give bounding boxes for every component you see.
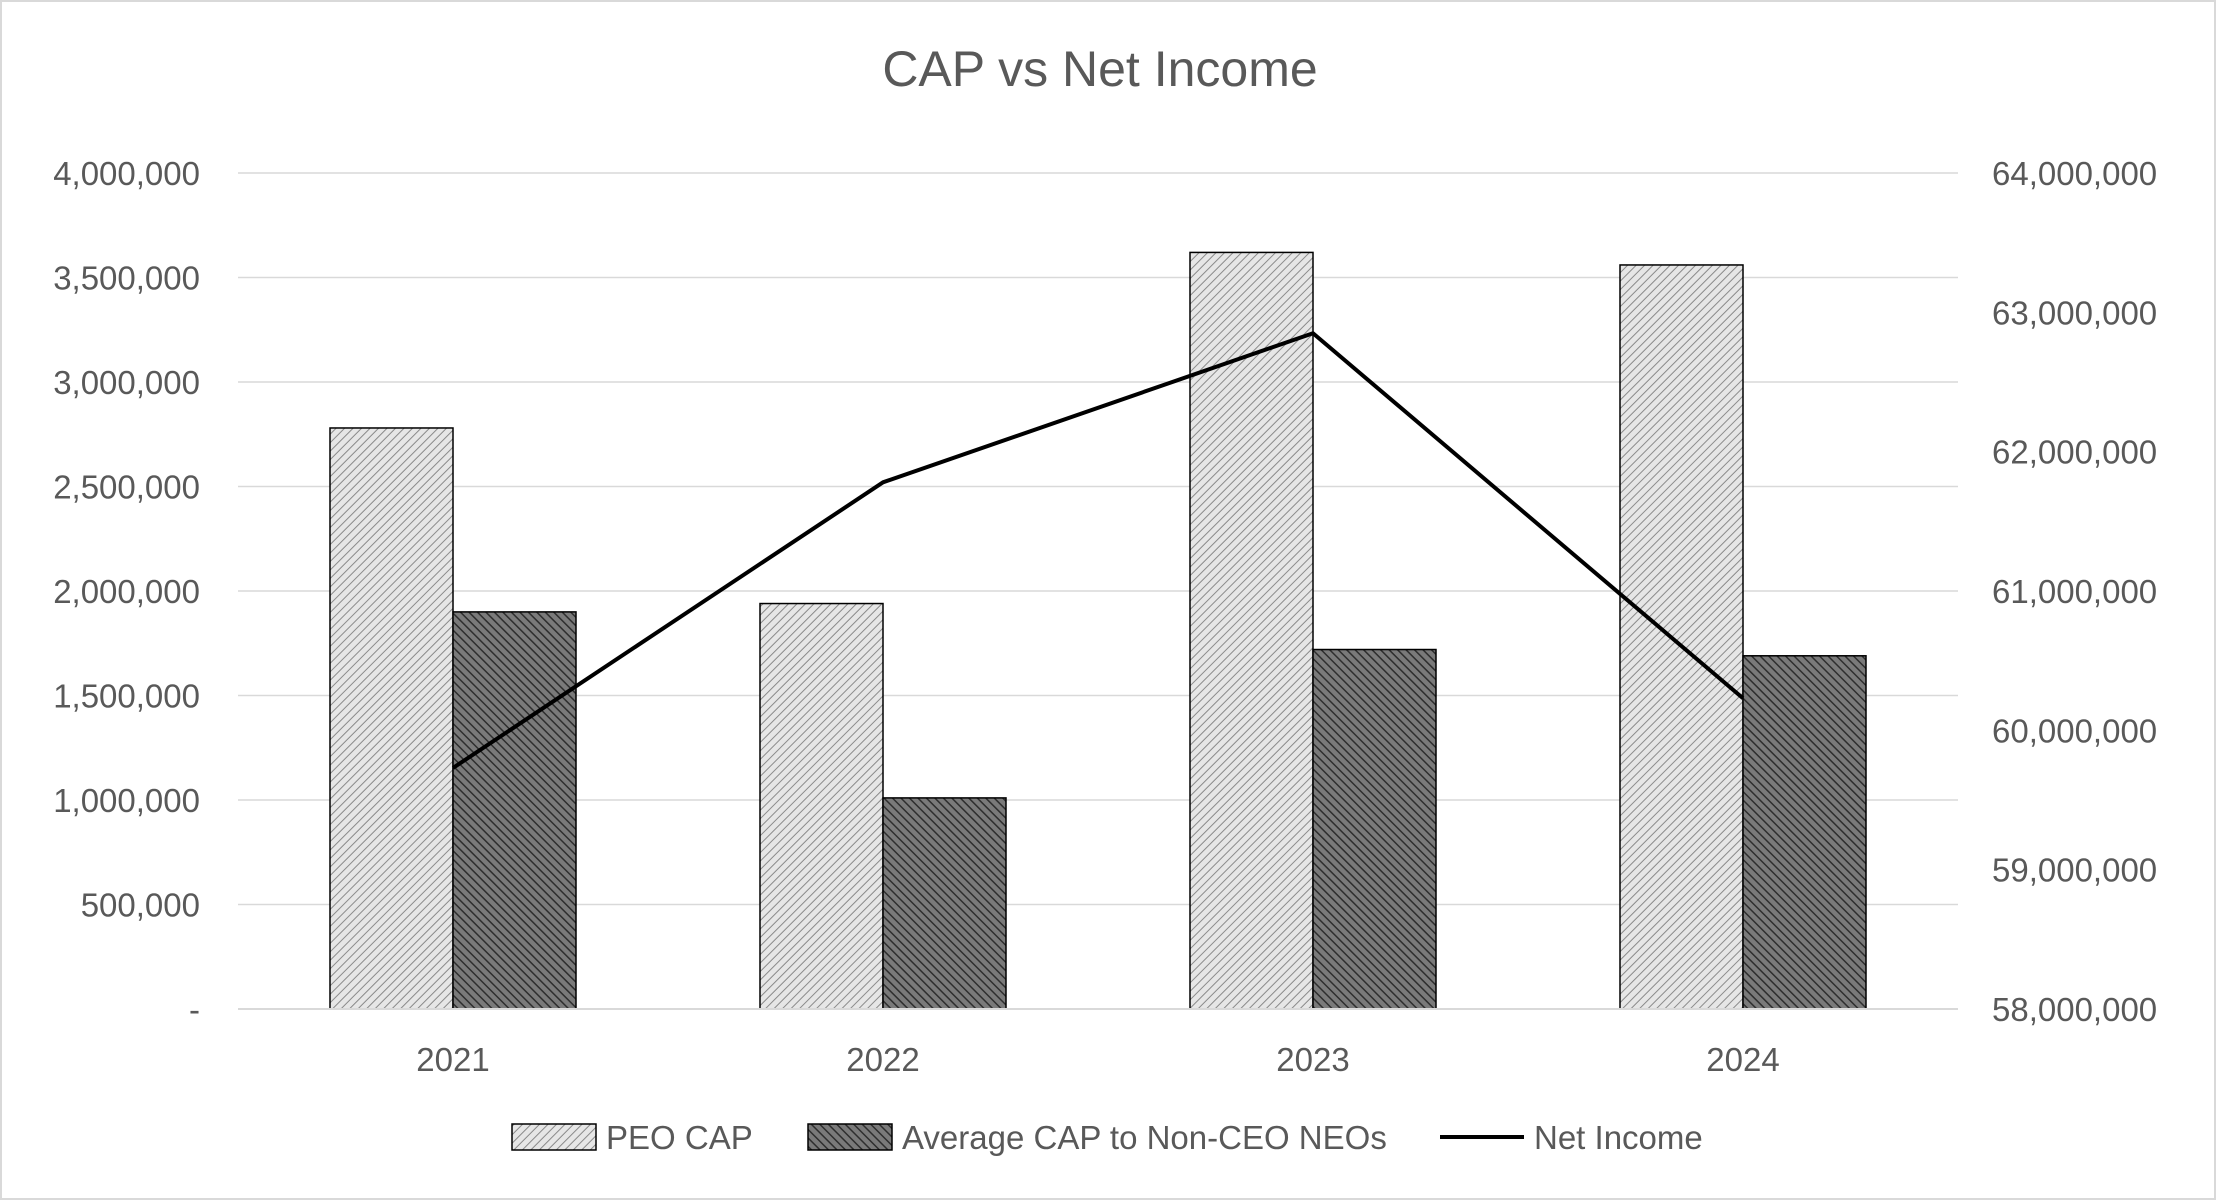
bar-average-cap [882,797,1007,1010]
legend-label-average-cap: Average CAP to Non-CEO NEOs [902,1119,1387,1156]
y-left-tick-label: 4,000,000 [53,155,200,192]
y-right-tick-label: 62,000,000 [1992,434,2157,471]
y-left-tick-label: 500,000 [81,887,200,924]
y-right-tick-label: 60,000,000 [1992,712,2157,749]
y-right-tick-label: 59,000,000 [1992,852,2157,889]
y-right-tick-label: 61,000,000 [1992,573,2157,610]
bar-average-cap [1742,655,1867,1010]
y-left-tick-label: - [189,991,200,1028]
y-left-tick-label: 2,500,000 [53,469,200,506]
bar-average-cap [452,611,577,1010]
x-tick-label: 2023 [1276,1041,1349,1078]
x-tick-label: 2024 [1706,1041,1779,1078]
y-right-tick-label: 63,000,000 [1992,294,2157,331]
y-left-tick-label: 1,000,000 [53,782,200,819]
bar-peo-cap [1619,264,1744,1010]
y-left-tick-label: 1,500,000 [53,678,200,715]
bar-peo-cap [329,427,454,1010]
chart-title: CAP vs Net Income [882,41,1317,97]
legend-swatch-average-cap [807,1123,893,1151]
line-net-income [451,331,1745,770]
y-right-tick-label: 64,000,000 [1992,155,2157,192]
bar-peo-cap [759,602,884,1010]
x-tick-label: 2022 [846,1041,919,1078]
bar-peo-cap [1189,251,1314,1010]
legend-label-net-income: Net Income [1534,1119,1703,1156]
y-left-tick-label: 3,500,000 [53,260,200,297]
legend-swatch-peo-cap [511,1123,597,1151]
y-left-tick-label: 3,000,000 [53,364,200,401]
bar-average-cap [1312,648,1437,1010]
x-tick-label: 2021 [416,1041,489,1078]
y-right-tick-label: 58,000,000 [1992,991,2157,1028]
y-left-tick-label: 2,000,000 [53,573,200,610]
legend: PEO CAP Average CAP to Non-CEO NEOs Net … [511,1119,1703,1156]
legend-label-peo-cap: PEO CAP [606,1119,753,1156]
